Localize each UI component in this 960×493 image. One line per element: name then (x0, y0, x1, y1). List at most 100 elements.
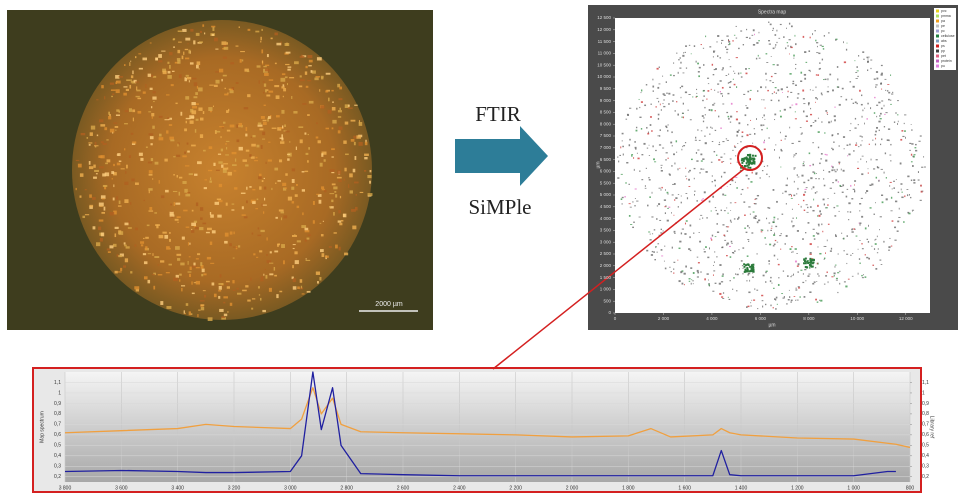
particle (667, 220, 669, 222)
particle (730, 163, 731, 164)
photo-speck (111, 96, 113, 97)
particle (772, 82, 774, 83)
photo-speck (329, 193, 334, 194)
particle (827, 78, 828, 80)
photo-speck (331, 200, 333, 203)
photo-speck (194, 282, 196, 283)
particle (785, 136, 787, 138)
particle (654, 229, 656, 230)
photo-speck (78, 164, 82, 168)
particle (749, 155, 751, 157)
particle (665, 205, 666, 206)
particle (703, 117, 704, 118)
particle (758, 40, 759, 41)
particle (820, 213, 821, 215)
particle (814, 30, 815, 31)
y2-tick-label: 1 (922, 390, 925, 396)
photo-speck (285, 187, 287, 189)
particle (769, 80, 771, 81)
particle (708, 83, 709, 84)
arrow-label-top: FTIR (475, 102, 521, 126)
particle (860, 136, 862, 137)
particle (738, 48, 740, 49)
particle (756, 254, 758, 255)
particle (711, 239, 712, 240)
photo-speck (269, 263, 273, 264)
photo-speck (169, 52, 172, 55)
particle (709, 201, 711, 203)
photo-speck (236, 82, 239, 84)
particle (817, 246, 818, 247)
particle (733, 253, 735, 254)
photo-speck (249, 154, 251, 157)
particle (788, 91, 789, 93)
particle (722, 194, 724, 196)
particle (825, 246, 826, 247)
particle (665, 268, 667, 270)
particle (836, 205, 838, 206)
particle (712, 141, 713, 142)
particle (844, 148, 845, 149)
particle (752, 277, 754, 278)
particle (728, 74, 729, 75)
photo-speck (178, 30, 182, 32)
photo-speck (219, 69, 223, 73)
particle (624, 196, 625, 198)
particle (810, 108, 811, 109)
photo-speck (308, 147, 310, 150)
particle (728, 118, 730, 120)
photo-speck (93, 226, 96, 229)
particle (674, 199, 675, 200)
photo-speck (223, 57, 227, 59)
y-tick-label: 7 000 (600, 145, 612, 150)
particle (746, 158, 748, 160)
photo-speck (236, 139, 239, 142)
particle (834, 215, 836, 216)
particle (693, 272, 695, 274)
photo-speck (246, 200, 248, 203)
photo-speck (284, 125, 286, 128)
particle (736, 86, 737, 88)
particle (697, 276, 699, 277)
particle (635, 147, 637, 149)
particle (662, 76, 663, 77)
photo-speck (259, 186, 261, 189)
particle (808, 274, 810, 275)
particle (685, 45, 687, 47)
photo-speck (257, 65, 261, 67)
photo-speck (291, 96, 292, 99)
particle (795, 35, 796, 37)
particle (895, 112, 896, 113)
particle (746, 280, 747, 281)
photo-speck (289, 141, 290, 142)
particle (898, 121, 899, 123)
photo-speck (269, 288, 272, 292)
particle (744, 215, 746, 216)
photo-speck (307, 291, 311, 293)
photo-speck (112, 178, 113, 179)
particle (793, 81, 795, 82)
photo-speck (215, 80, 219, 84)
photo-speck (177, 216, 181, 218)
particle (793, 251, 794, 253)
photo-speck (319, 200, 322, 204)
particle (722, 224, 724, 225)
particle (815, 267, 816, 268)
particle (677, 260, 678, 261)
photo-speck (258, 176, 262, 179)
photo-speck (230, 231, 233, 234)
photo-speck (116, 89, 120, 93)
photo-speck (124, 199, 128, 203)
photo-speck (182, 155, 186, 157)
particle (740, 30, 742, 31)
particle (743, 201, 745, 202)
photo-speck (173, 38, 175, 40)
particle (777, 89, 779, 91)
particle (851, 229, 853, 230)
photo-speck (296, 147, 297, 150)
particle (735, 155, 736, 156)
photo-speck (184, 189, 187, 193)
photo-speck (192, 78, 196, 80)
photo-speck (296, 184, 298, 186)
particle (681, 86, 683, 87)
